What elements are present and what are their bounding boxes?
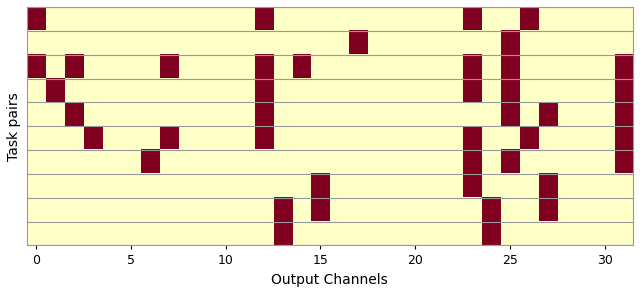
X-axis label: Output Channels: Output Channels xyxy=(271,273,388,287)
Y-axis label: Task pairs: Task pairs xyxy=(7,92,21,161)
